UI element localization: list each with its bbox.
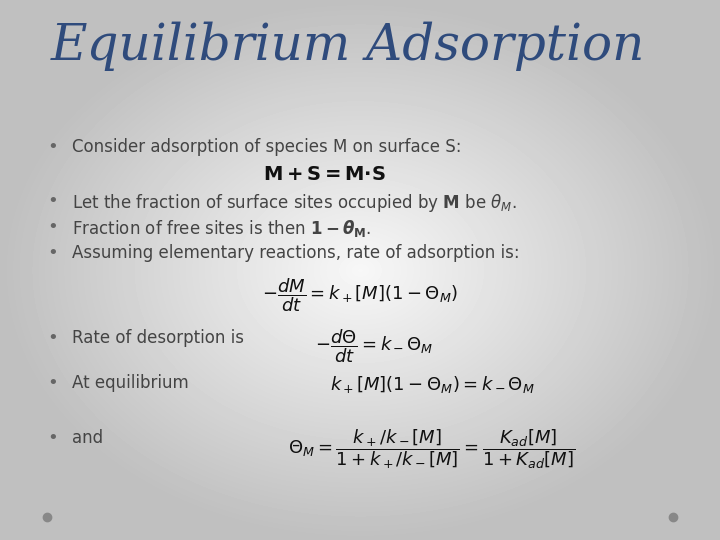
Text: •: • bbox=[47, 244, 58, 261]
Text: $k_+[M](1-\Theta_M) = k_-\Theta_M$: $k_+[M](1-\Theta_M) = k_-\Theta_M$ bbox=[330, 374, 534, 395]
Text: •: • bbox=[47, 374, 58, 391]
Text: Fraction of free sites is then $\mathbf{1 - \boldsymbol{\theta}_M}$.: Fraction of free sites is then $\mathbf{… bbox=[72, 218, 372, 239]
Text: •: • bbox=[47, 138, 58, 156]
Text: $\Theta_M = \dfrac{k_+/k_-[M]}{1+k_+/k_-[M]} = \dfrac{K_{ad}[M]}{1+K_{ad}[M]}$: $\Theta_M = \dfrac{k_+/k_-[M]}{1+k_+/k_-… bbox=[289, 428, 575, 471]
Text: •: • bbox=[47, 329, 58, 347]
Text: $-\dfrac{dM}{dt} = k_+[M](1-\Theta_M)$: $-\dfrac{dM}{dt} = k_+[M](1-\Theta_M)$ bbox=[262, 276, 458, 314]
Text: $\mathbf{M + S = M{\bullet}S}$: $\mathbf{M + S = M{\bullet}S}$ bbox=[263, 165, 385, 184]
Text: Assuming elementary reactions, rate of adsorption is:: Assuming elementary reactions, rate of a… bbox=[72, 244, 520, 261]
Text: •: • bbox=[47, 218, 58, 235]
Text: Consider adsorption of species M on surface S:: Consider adsorption of species M on surf… bbox=[72, 138, 462, 156]
Text: $-\dfrac{d\Theta}{dt} = k_-\Theta_M$: $-\dfrac{d\Theta}{dt} = k_-\Theta_M$ bbox=[315, 328, 433, 366]
Text: Let the fraction of surface sites occupied by $\mathbf{M}$ be $\boldsymbol{\thet: Let the fraction of surface sites occupi… bbox=[72, 192, 517, 214]
Text: and: and bbox=[72, 429, 103, 447]
Text: •: • bbox=[47, 192, 58, 210]
Text: •: • bbox=[47, 429, 58, 447]
Text: Rate of desorption is: Rate of desorption is bbox=[72, 329, 244, 347]
Text: Equilibrium Adsorption: Equilibrium Adsorption bbox=[50, 22, 645, 71]
Text: At equilibrium: At equilibrium bbox=[72, 374, 189, 391]
